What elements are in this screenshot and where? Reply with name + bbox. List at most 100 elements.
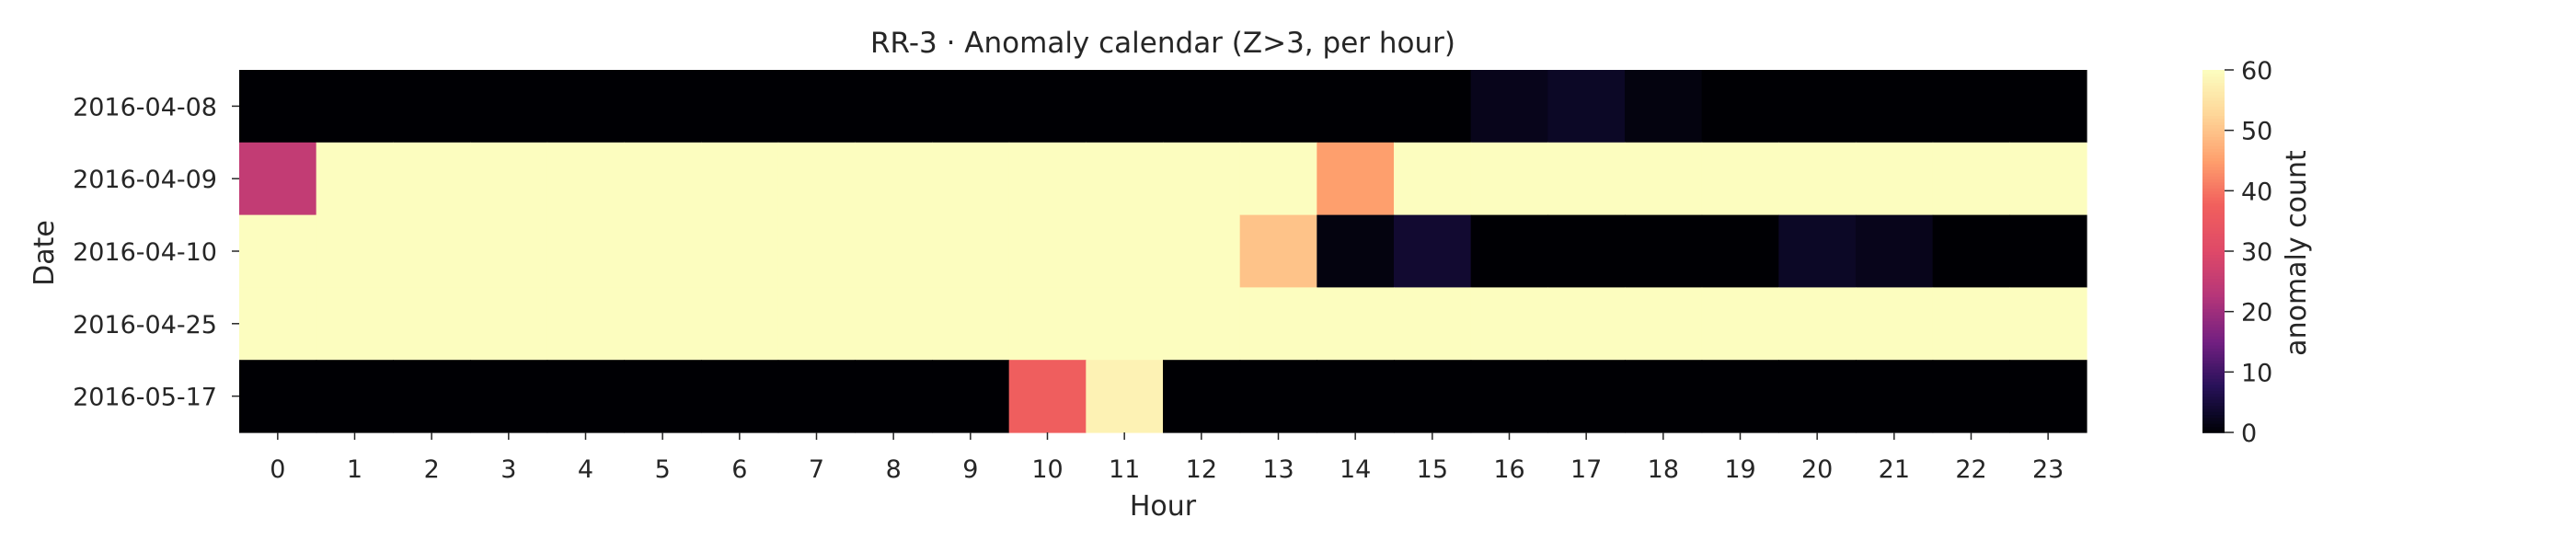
colorbar-strip <box>2202 263 2225 268</box>
heatmap-cell <box>1778 70 1857 144</box>
x-tick-label: 22 <box>1955 455 1986 484</box>
heatmap-cell <box>1163 360 1241 433</box>
heatmap-cell <box>546 287 625 361</box>
colorbar-strip <box>2202 103 2225 108</box>
colorbar-strip <box>2202 329 2225 334</box>
heatmap-cell <box>855 70 933 144</box>
heatmap-cell <box>1470 360 1548 433</box>
heatmap-cell <box>1701 214 1779 288</box>
colorbar-strip <box>2202 90 2225 96</box>
colorbar-strip <box>2202 393 2225 397</box>
heatmap-cell <box>1778 360 1857 433</box>
heatmap-cell <box>1008 360 1087 433</box>
colorbar-strip <box>2202 398 2225 403</box>
colorbar-strip <box>2202 408 2225 412</box>
colorbar-strip <box>2202 115 2225 120</box>
heatmap-cell <box>393 360 471 433</box>
colorbar-strip <box>2202 335 2225 340</box>
colorbar-strip <box>2202 323 2225 328</box>
heatmap-cell <box>546 70 625 144</box>
colorbar-strip <box>2202 238 2225 243</box>
colorbar-strip <box>2202 75 2225 80</box>
colorbar-strip <box>2202 124 2225 129</box>
colorbar-strip <box>2202 94 2225 98</box>
colorbar-strip <box>2202 348 2225 352</box>
heatmap-cell <box>239 142 317 216</box>
colorbar-strip <box>2202 230 2225 235</box>
heatmap-cell <box>1239 70 1317 144</box>
heatmap-cell <box>932 360 1010 433</box>
colorbar-strip <box>2202 308 2225 313</box>
colorbar-strip <box>2202 205 2225 210</box>
heatmap-cell <box>777 287 856 361</box>
heatmap-cell <box>1778 287 1857 361</box>
heatmap-cell <box>1701 287 1779 361</box>
y-axis-label: Date <box>29 220 61 286</box>
heatmap-cell <box>1547 214 1626 288</box>
colorbar-strip <box>2202 257 2225 261</box>
colorbar-strip <box>2202 287 2225 292</box>
x-tick-label: 6 <box>731 455 747 484</box>
colorbar-strip <box>2202 157 2225 162</box>
colorbar-strip <box>2202 362 2225 367</box>
colorbar-ticks: 0 10 20 30 40 50 60 <box>2225 57 2272 448</box>
x-tick-label: 9 <box>962 455 978 484</box>
heatmap-cell <box>1701 142 1779 216</box>
heatmap-cell <box>316 142 394 216</box>
heatmap-cell <box>1625 70 1703 144</box>
heatmap-cell <box>1317 287 1395 361</box>
x-tick-label: 15 <box>1417 455 1448 484</box>
heatmap-cell <box>1008 70 1087 144</box>
heatmap-cell <box>470 70 548 144</box>
heatmap-cell <box>1163 287 1241 361</box>
heatmap-cell <box>1932 142 2010 216</box>
heatmap-cell <box>701 142 779 216</box>
heatmap-cell <box>1470 287 1548 361</box>
colorbar-strip <box>2202 344 2225 349</box>
heatmap-cell <box>2009 70 2087 144</box>
heatmap-cell <box>1625 142 1703 216</box>
heatmap-cell <box>701 70 779 144</box>
heatmap-cell <box>624 214 702 288</box>
heatmap-cell <box>1394 70 1472 144</box>
x-tick-label: 3 <box>500 455 516 484</box>
colorbar-strip <box>2202 233 2225 237</box>
colorbar-strip <box>2202 109 2225 113</box>
heatmap-cell <box>701 214 779 288</box>
x-tick-label: 19 <box>1724 455 1755 484</box>
x-tick-label: 5 <box>655 455 671 484</box>
colorbar-tick-label: 10 <box>2241 359 2272 387</box>
heatmap-cell <box>777 360 856 433</box>
heatmap-cell <box>1547 360 1626 433</box>
colorbar-strip <box>2202 139 2225 144</box>
colorbar-strip <box>2202 181 2225 186</box>
colorbar-strip <box>2202 259 2225 264</box>
colorbar-strip <box>2202 82 2225 86</box>
colorbar-strip <box>2202 175 2225 179</box>
colorbar-strip <box>2202 188 2225 192</box>
heatmap-cell <box>393 142 471 216</box>
y-tick-labels: 2016-04-08 2016-04-09 2016-04-10 2016-04-25… <box>73 93 239 412</box>
heatmap-cells <box>239 70 2087 433</box>
colorbar-tick-label: 0 <box>2241 420 2257 448</box>
colorbar-strip <box>2202 214 2225 219</box>
heatmap-cell <box>546 142 625 216</box>
colorbar-tick-label: 50 <box>2241 118 2272 146</box>
heatmap-cell <box>1394 360 1472 433</box>
colorbar-strip <box>2202 351 2225 355</box>
heatmap-cell <box>393 70 471 144</box>
x-tick-label: 21 <box>1879 455 1910 484</box>
colorbar-strip <box>2202 200 2225 204</box>
colorbar-strip <box>2202 314 2225 319</box>
colorbar-strip <box>2202 130 2225 134</box>
colorbar-strip <box>2202 111 2225 117</box>
x-tick-label: 12 <box>1186 455 1217 484</box>
colorbar-strip <box>2202 429 2225 433</box>
heatmap-cell <box>1086 287 1164 361</box>
heatmap-cell <box>701 360 779 433</box>
y-tick-label: 2016-04-10 <box>73 238 217 267</box>
x-tick-label: 1 <box>347 455 362 484</box>
heatmap-cell <box>855 287 933 361</box>
colorbar-strip <box>2202 148 2225 153</box>
